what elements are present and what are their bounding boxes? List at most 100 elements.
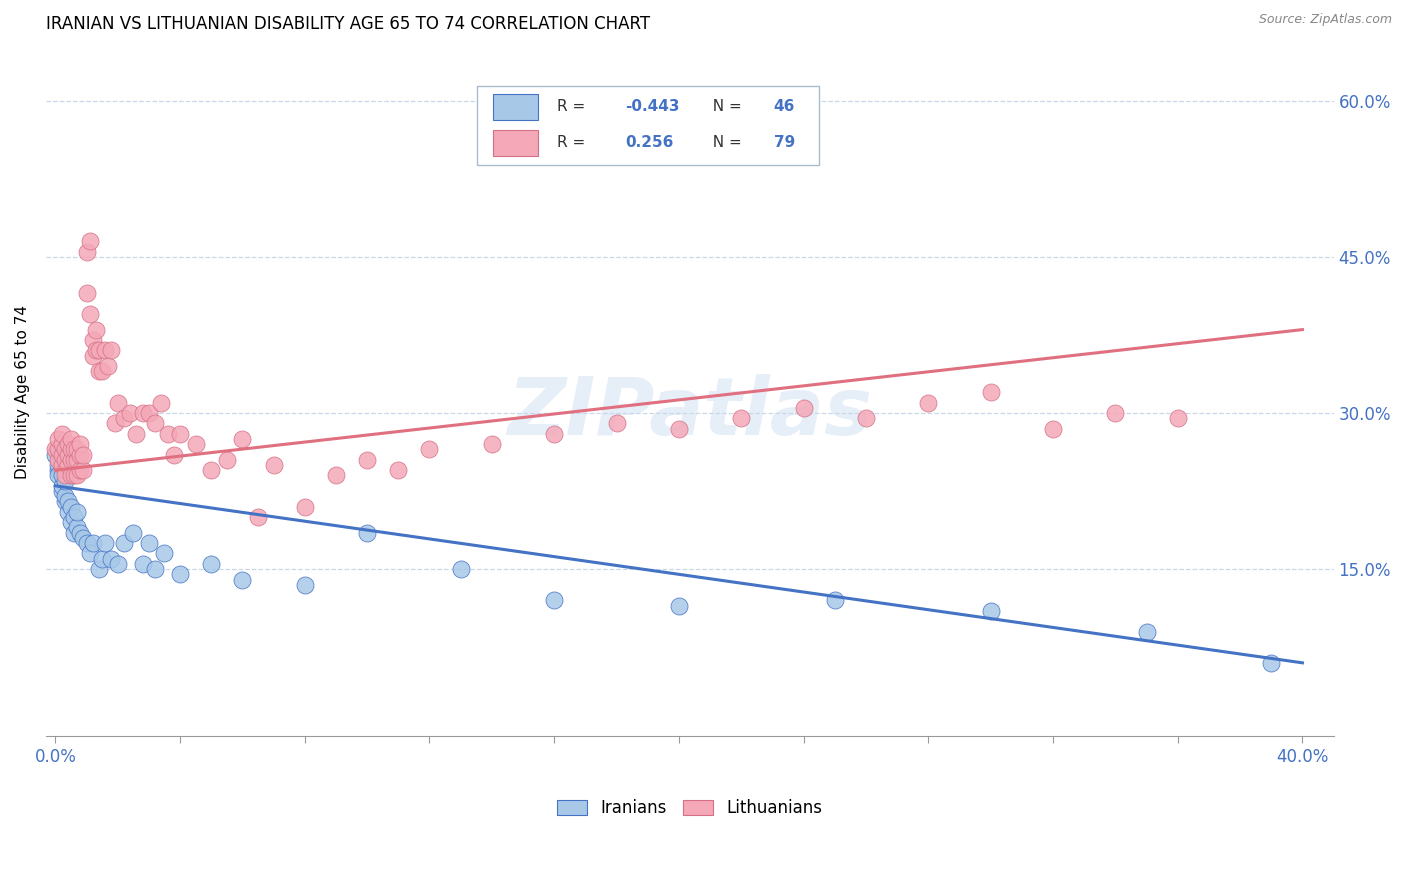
Point bbox=[143, 562, 166, 576]
Point bbox=[543, 593, 565, 607]
FancyBboxPatch shape bbox=[492, 129, 538, 156]
Point bbox=[153, 547, 176, 561]
Point bbox=[112, 411, 135, 425]
Point bbox=[66, 520, 89, 534]
Point bbox=[63, 510, 86, 524]
Point bbox=[53, 468, 76, 483]
Text: IRANIAN VS LITHUANIAN DISABILITY AGE 65 TO 74 CORRELATION CHART: IRANIAN VS LITHUANIAN DISABILITY AGE 65 … bbox=[46, 15, 650, 33]
Point bbox=[48, 442, 70, 457]
Point bbox=[76, 286, 98, 301]
Point bbox=[543, 426, 565, 441]
Point bbox=[72, 448, 94, 462]
Point bbox=[79, 547, 101, 561]
Point bbox=[481, 437, 503, 451]
FancyBboxPatch shape bbox=[492, 94, 538, 120]
Point bbox=[53, 452, 76, 467]
Text: R =: R = bbox=[557, 135, 591, 150]
Point bbox=[325, 468, 347, 483]
Point bbox=[169, 426, 191, 441]
Point bbox=[107, 557, 129, 571]
Point bbox=[51, 479, 73, 493]
Point bbox=[730, 411, 752, 425]
Point bbox=[120, 406, 142, 420]
Point bbox=[143, 417, 166, 431]
Point bbox=[294, 500, 316, 514]
Point bbox=[184, 437, 207, 451]
Point bbox=[59, 515, 82, 529]
Text: ZIPatlas: ZIPatlas bbox=[508, 374, 872, 451]
Point bbox=[263, 458, 285, 472]
Point bbox=[356, 452, 378, 467]
Point bbox=[200, 463, 222, 477]
Legend: Iranians, Lithuanians: Iranians, Lithuanians bbox=[550, 792, 830, 823]
Point bbox=[100, 551, 122, 566]
Text: N =: N = bbox=[703, 99, 747, 114]
Point bbox=[59, 432, 82, 446]
Point bbox=[356, 525, 378, 540]
Point bbox=[107, 395, 129, 409]
Point bbox=[122, 525, 145, 540]
Point bbox=[59, 452, 82, 467]
FancyBboxPatch shape bbox=[478, 87, 818, 165]
Point bbox=[793, 401, 815, 415]
Point bbox=[82, 536, 104, 550]
Point bbox=[87, 343, 110, 358]
Point bbox=[51, 448, 73, 462]
Point bbox=[91, 364, 114, 378]
Point bbox=[76, 536, 98, 550]
Point bbox=[1135, 624, 1157, 639]
Point bbox=[56, 494, 79, 508]
Point bbox=[150, 395, 173, 409]
Point bbox=[980, 385, 1002, 400]
Point bbox=[100, 343, 122, 358]
Point bbox=[112, 536, 135, 550]
Point bbox=[66, 505, 89, 519]
Text: 46: 46 bbox=[773, 99, 794, 114]
Text: N =: N = bbox=[703, 135, 747, 150]
Point bbox=[69, 448, 91, 462]
Point bbox=[48, 458, 70, 472]
Point bbox=[125, 426, 148, 441]
Point bbox=[917, 395, 939, 409]
Point bbox=[94, 343, 117, 358]
Point bbox=[82, 333, 104, 347]
Point bbox=[1167, 411, 1189, 425]
Point bbox=[51, 437, 73, 451]
Point bbox=[53, 494, 76, 508]
Point bbox=[138, 406, 160, 420]
Point bbox=[59, 442, 82, 457]
Point bbox=[82, 349, 104, 363]
Point bbox=[1104, 406, 1126, 420]
Point bbox=[69, 525, 91, 540]
Point bbox=[84, 343, 107, 358]
Point bbox=[51, 458, 73, 472]
Point bbox=[51, 468, 73, 483]
Point bbox=[66, 452, 89, 467]
Point bbox=[79, 234, 101, 248]
Point bbox=[69, 463, 91, 477]
Point bbox=[103, 417, 125, 431]
Point bbox=[387, 463, 409, 477]
Point bbox=[48, 452, 70, 467]
Point bbox=[668, 599, 690, 613]
Point bbox=[231, 573, 253, 587]
Point bbox=[44, 448, 66, 462]
Point bbox=[53, 463, 76, 477]
Point bbox=[53, 442, 76, 457]
Point bbox=[169, 567, 191, 582]
Point bbox=[44, 442, 66, 457]
Point bbox=[418, 442, 440, 457]
Point bbox=[51, 426, 73, 441]
Point bbox=[69, 437, 91, 451]
Point bbox=[138, 536, 160, 550]
Point bbox=[56, 437, 79, 451]
Point bbox=[215, 452, 238, 467]
Y-axis label: Disability Age 65 to 74: Disability Age 65 to 74 bbox=[15, 305, 30, 479]
Point bbox=[131, 406, 153, 420]
Point bbox=[79, 307, 101, 321]
Point bbox=[246, 510, 269, 524]
Point bbox=[56, 505, 79, 519]
Point bbox=[980, 604, 1002, 618]
Point bbox=[59, 500, 82, 514]
Text: Source: ZipAtlas.com: Source: ZipAtlas.com bbox=[1258, 13, 1392, 27]
